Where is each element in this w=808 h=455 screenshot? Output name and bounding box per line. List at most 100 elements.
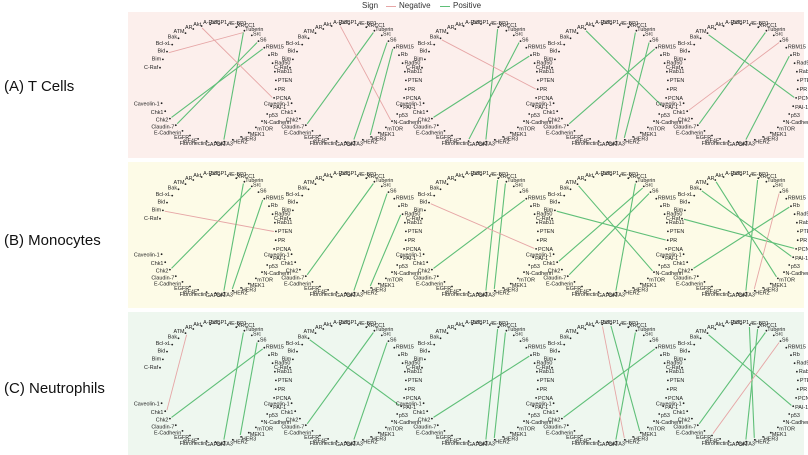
node-label-s6: S6 bbox=[522, 338, 529, 344]
node-label-bak: Bak bbox=[298, 335, 308, 341]
node-label-chk2: Chk2 bbox=[286, 418, 299, 424]
node-dot-her2 bbox=[231, 289, 234, 292]
node-dot-n-cadherin bbox=[523, 120, 525, 122]
node-dot-akt bbox=[462, 176, 465, 178]
node-label-src: Src bbox=[253, 183, 261, 189]
node-label-src: Src bbox=[253, 32, 261, 38]
node-label-c-raf: C-Raf bbox=[144, 365, 159, 371]
node-label-fibronectin: Fibronectin bbox=[442, 292, 469, 298]
node-dot-mtor bbox=[647, 426, 649, 429]
node-label-her3: HER3 bbox=[634, 288, 648, 294]
node-dot-bim bbox=[424, 58, 426, 61]
node-label-chk2: Chk2 bbox=[548, 269, 561, 275]
node-label-chk2: Chk2 bbox=[678, 418, 691, 424]
node-label-rbm15: RBM15 bbox=[528, 344, 546, 350]
node-dot-egfr bbox=[189, 134, 191, 137]
node-label-53bp1: 53BP1 bbox=[473, 171, 489, 177]
node-label-gapdh: GAPDH bbox=[336, 293, 355, 299]
node-dot-e-cadherin bbox=[311, 130, 314, 132]
node-dot-rbm15 bbox=[655, 46, 658, 49]
node-dot-xrcc1 bbox=[497, 326, 500, 329]
node-dot-p53 bbox=[528, 113, 531, 115]
node-label-her3: HER3 bbox=[764, 288, 778, 294]
node-dot-gata3 bbox=[745, 291, 748, 294]
node-dot-fibronectin bbox=[467, 440, 470, 442]
node-dot-bcl-xl bbox=[301, 43, 304, 46]
node-dot-bcl-xl bbox=[563, 343, 566, 346]
node-label-her3: HER3 bbox=[634, 137, 648, 143]
node-dot-e-cadherin bbox=[311, 281, 314, 283]
node-dot-a-raf bbox=[471, 23, 474, 26]
node-dot-rab11 bbox=[274, 221, 276, 224]
node-dot-rbm15 bbox=[525, 46, 528, 49]
node-label-tuberin: Tuberin bbox=[637, 27, 655, 33]
node-dot-akt bbox=[330, 325, 333, 327]
node-label-fibronectin: Fibronectin bbox=[180, 441, 207, 447]
node-label-bim: Bim bbox=[674, 56, 684, 62]
node-dot-claudin-7 bbox=[436, 424, 439, 427]
node-label-atm: ATM bbox=[696, 180, 707, 186]
node-dot-tuberin bbox=[635, 329, 638, 332]
node-label-pten: PTEN bbox=[278, 78, 292, 84]
node-dot-rb bbox=[398, 205, 400, 208]
node-label-rad50: Rad50 bbox=[275, 211, 291, 217]
node-label-bid: Bid bbox=[550, 48, 558, 54]
legend-negative-swatch bbox=[386, 6, 396, 7]
node-label-gapdh: GAPDH bbox=[468, 142, 487, 148]
node-dot-atm bbox=[184, 332, 187, 334]
node-label-n-cadherin: N-Cadherin bbox=[394, 271, 422, 277]
node-label-mek1: MEK1 bbox=[380, 432, 395, 438]
node-dot-rab11 bbox=[796, 70, 798, 73]
node-label-egfr: EGFR bbox=[436, 435, 451, 441]
edge-akt-pcna bbox=[201, 27, 273, 98]
node-dot-atm bbox=[446, 183, 449, 186]
node-dot-rbm15 bbox=[263, 46, 266, 49]
node-label-n-cadherin: N-Cadherin bbox=[786, 120, 808, 126]
node-label-gapdh: GAPDH bbox=[206, 142, 225, 148]
node-label-n-cadherin: N-Cadherin bbox=[264, 420, 292, 426]
node-dot-akt bbox=[200, 176, 203, 178]
node-dot-n-cadherin bbox=[261, 420, 263, 422]
node-dot-a-raf bbox=[209, 23, 212, 26]
node-dot-p53 bbox=[528, 264, 531, 266]
node-label-src: Src bbox=[645, 332, 653, 338]
node-dot-p53 bbox=[528, 413, 531, 415]
node-label-c-raf: C-Raf bbox=[536, 365, 551, 371]
node-dot-rab11 bbox=[536, 370, 538, 373]
node-label-pai-1: PAI-1 bbox=[273, 105, 286, 111]
node-label-ar: AR bbox=[447, 25, 455, 31]
node-label-eif4e: eIF4E bbox=[445, 439, 460, 445]
edge-her3-rbm15 bbox=[369, 48, 394, 136]
node-label-ar: AR bbox=[185, 25, 193, 31]
node-label-rb: Rb bbox=[271, 352, 278, 358]
node-dot-53bp1 bbox=[348, 174, 350, 176]
node-label-akt: Akt bbox=[323, 173, 331, 179]
node-dot-chk2 bbox=[169, 417, 171, 420]
node-label-bak: Bak bbox=[430, 186, 440, 192]
node-label-caveolin-1: Caveolin-1 bbox=[134, 253, 160, 259]
node-label-eif4e: eIF4E bbox=[705, 290, 720, 296]
node-label-bid: Bid bbox=[420, 48, 428, 54]
node-label-pcna: PCNA bbox=[276, 96, 291, 102]
edge-gata3-tuberin bbox=[615, 32, 636, 140]
node-label-egfr: EGFR bbox=[174, 435, 189, 441]
node-dot-egfr bbox=[319, 134, 321, 137]
node-dot-pcna bbox=[665, 397, 667, 399]
node-dot-tuberin bbox=[505, 180, 508, 183]
node-label-p53: p53 bbox=[661, 413, 670, 419]
node-label-bcl-xl: Bcl-xL bbox=[156, 41, 171, 47]
edge-gata3-xrcc1 bbox=[485, 329, 499, 440]
node-label-chk1: Chk1 bbox=[673, 110, 686, 116]
node-dot-src bbox=[380, 34, 383, 37]
node-dot-bak bbox=[699, 188, 702, 191]
node-dot-her2 bbox=[753, 438, 756, 441]
node-dot-gapdh bbox=[736, 292, 739, 294]
node-label-bak: Bak bbox=[560, 35, 570, 41]
node-dot-p53 bbox=[396, 413, 399, 415]
node-label-a-raf: A-Raf bbox=[333, 171, 347, 177]
node-dot-s6 bbox=[779, 191, 782, 194]
node-dot-bim bbox=[424, 209, 426, 212]
node-dot-n-cadherin bbox=[261, 120, 263, 122]
node-label-a-raf: A-Raf bbox=[595, 171, 609, 177]
